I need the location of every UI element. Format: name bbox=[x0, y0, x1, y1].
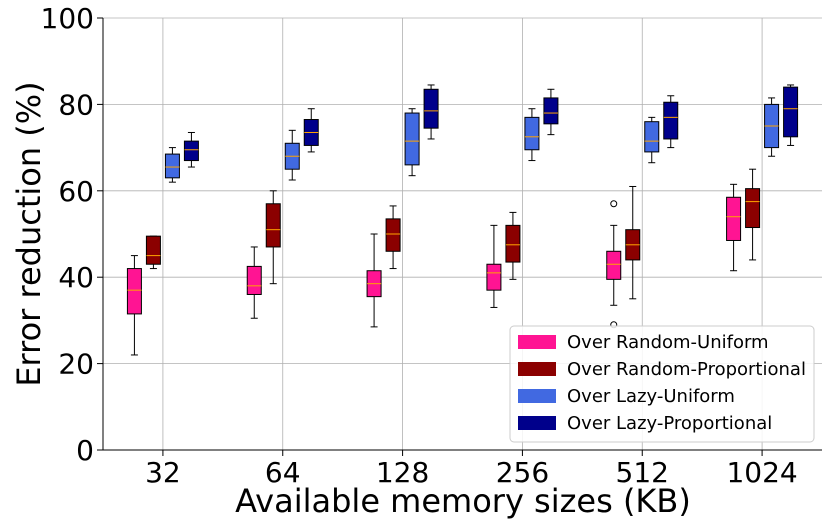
box-body bbox=[265, 203, 281, 248]
legend-label: Over Random-Uniform bbox=[567, 332, 769, 353]
box-body bbox=[783, 86, 799, 138]
box-over-lazy-uniform-32 bbox=[164, 147, 180, 183]
box-body bbox=[183, 140, 199, 162]
legend-swatch bbox=[518, 416, 556, 430]
outlier-point bbox=[610, 200, 618, 208]
box-over-random-proportional-64 bbox=[265, 190, 281, 285]
legend-swatch bbox=[518, 389, 556, 403]
box-over-lazy-proportional-128 bbox=[423, 84, 439, 140]
x-tick-label: 1024 bbox=[726, 456, 797, 489]
box-over-random-proportional-1024 bbox=[745, 168, 761, 261]
legend: Over Random-Uniform Over Random-Proportio… bbox=[509, 325, 815, 443]
box-over-random-uniform-512 bbox=[606, 200, 622, 329]
y-tick-label: 80 bbox=[58, 88, 94, 121]
box-over-random-proportional-32 bbox=[145, 235, 161, 270]
y-tick-label: 40 bbox=[58, 261, 94, 294]
box-over-lazy-proportional-256 bbox=[543, 88, 559, 136]
legend-label: Over Random-Proportional bbox=[567, 359, 806, 380]
y-tick-label: 60 bbox=[58, 175, 94, 208]
box-body bbox=[404, 112, 420, 166]
box-over-lazy-proportional-32 bbox=[183, 131, 199, 168]
box-over-random-proportional-512 bbox=[625, 185, 641, 300]
x-tick-label: 32 bbox=[145, 456, 181, 489]
box-over-lazy-proportional-512 bbox=[663, 95, 679, 149]
box-body bbox=[126, 268, 142, 315]
box-over-lazy-uniform-128 bbox=[404, 108, 420, 177]
box-over-lazy-uniform-1024 bbox=[764, 97, 780, 157]
box-body bbox=[543, 97, 559, 125]
legend-box bbox=[509, 325, 815, 443]
box-over-random-uniform-64 bbox=[246, 246, 262, 319]
box-over-random-proportional-128 bbox=[385, 205, 401, 270]
box-over-lazy-uniform-512 bbox=[644, 116, 660, 164]
box-series bbox=[126, 84, 799, 356]
box-body bbox=[644, 121, 660, 153]
box-body bbox=[606, 250, 622, 280]
box-over-lazy-proportional-1024 bbox=[783, 84, 799, 146]
box-body bbox=[663, 101, 679, 140]
box-over-random-uniform-32 bbox=[126, 255, 142, 356]
y-tick-label: 100 bbox=[41, 2, 94, 35]
box-body bbox=[745, 188, 761, 229]
x-tick-label: 256 bbox=[496, 456, 549, 489]
box-over-lazy-uniform-256 bbox=[524, 108, 540, 162]
y-tick-labels: 0 20 40 60 80 100 bbox=[41, 2, 103, 467]
box-over-random-proportional-256 bbox=[505, 211, 521, 280]
box-over-random-uniform-256 bbox=[486, 224, 502, 308]
x-tick-labels: 32 64 128 256 512 1024 bbox=[145, 450, 798, 489]
x-axis-label: Available memory sizes (KB) bbox=[235, 482, 691, 520]
box-body bbox=[246, 265, 262, 295]
box-body bbox=[505, 224, 521, 263]
box-body bbox=[726, 196, 742, 241]
legend-label: Over Lazy-Uniform bbox=[567, 386, 735, 407]
x-tick-label: 128 bbox=[376, 456, 429, 489]
box-body bbox=[385, 218, 401, 252]
box-over-lazy-uniform-64 bbox=[284, 129, 300, 181]
legend-swatch bbox=[518, 335, 556, 349]
x-tick-label: 512 bbox=[616, 456, 669, 489]
box-body bbox=[423, 88, 439, 129]
y-tick-label: 0 bbox=[76, 434, 94, 467]
box-body bbox=[524, 116, 540, 151]
y-tick-label: 20 bbox=[58, 348, 94, 381]
x-tick-label: 64 bbox=[265, 456, 301, 489]
box-body bbox=[145, 235, 161, 265]
y-axis-label: Error reduction (%) bbox=[10, 81, 48, 386]
box-over-lazy-proportional-64 bbox=[303, 108, 319, 153]
box-over-random-uniform-128 bbox=[366, 233, 382, 328]
legend-swatch bbox=[518, 362, 556, 376]
axes bbox=[102, 18, 822, 451]
legend-label: Over Lazy-Proportional bbox=[567, 413, 772, 434]
box-body bbox=[486, 263, 502, 291]
box-body bbox=[164, 153, 180, 179]
box-over-random-uniform-1024 bbox=[726, 183, 742, 272]
